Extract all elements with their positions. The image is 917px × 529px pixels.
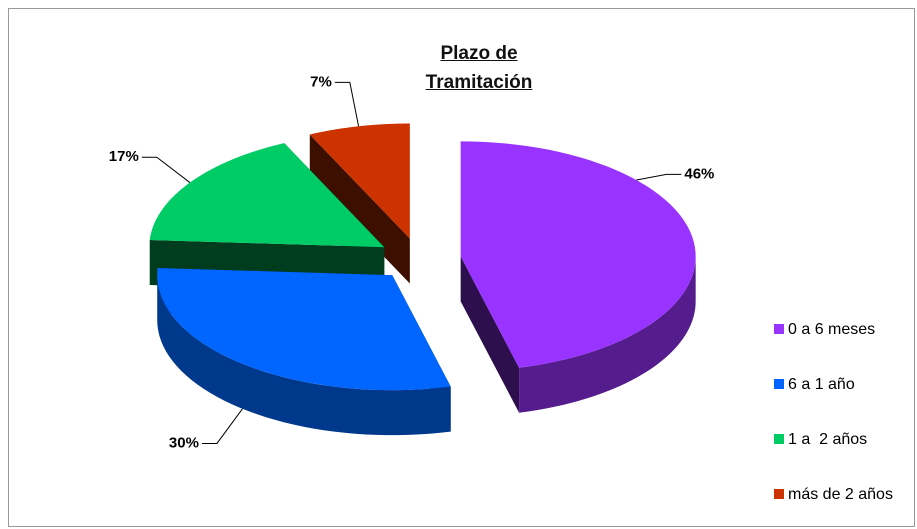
data-label: 46% xyxy=(684,165,714,182)
chart-title: Plazo de Tramitación xyxy=(425,43,533,93)
chart: 46% 30% 17% 7% 0 a 6 meses 6 a 1 año 1 a 2 año… xyxy=(109,73,893,503)
pie-slice xyxy=(309,123,410,284)
leader-line xyxy=(636,173,682,181)
data-label: 17% xyxy=(109,148,139,165)
pie-slice xyxy=(157,267,451,436)
legend-label: 6 a 1 año xyxy=(788,376,855,393)
slice-side xyxy=(157,275,451,436)
legend-swatch xyxy=(774,489,784,499)
slice-top xyxy=(157,267,451,391)
slice-top xyxy=(309,123,410,239)
data-label: 7% xyxy=(310,73,332,90)
slice-side xyxy=(519,256,696,413)
legend-label: 0 a 6 meses xyxy=(788,321,875,338)
legend-label: 1 a 2 años xyxy=(788,431,867,448)
pie-slice xyxy=(460,141,696,413)
leader-line xyxy=(201,408,243,444)
leader-line xyxy=(141,156,191,183)
legend-label: más de 2 años xyxy=(788,486,893,503)
slice-top xyxy=(149,143,385,248)
legend-swatch xyxy=(774,379,784,389)
chart-frame: 46% 30% 17% 7% 0 a 6 meses 6 a 1 año 1 a 2 año… xyxy=(8,8,915,527)
legend-swatch xyxy=(774,324,784,334)
slice-cut-face xyxy=(309,134,410,284)
data-label: 30% xyxy=(169,434,199,451)
leader-line xyxy=(334,81,360,127)
legend-swatch xyxy=(774,434,784,444)
slice-top xyxy=(460,141,696,368)
slice-cut-face xyxy=(460,256,520,413)
